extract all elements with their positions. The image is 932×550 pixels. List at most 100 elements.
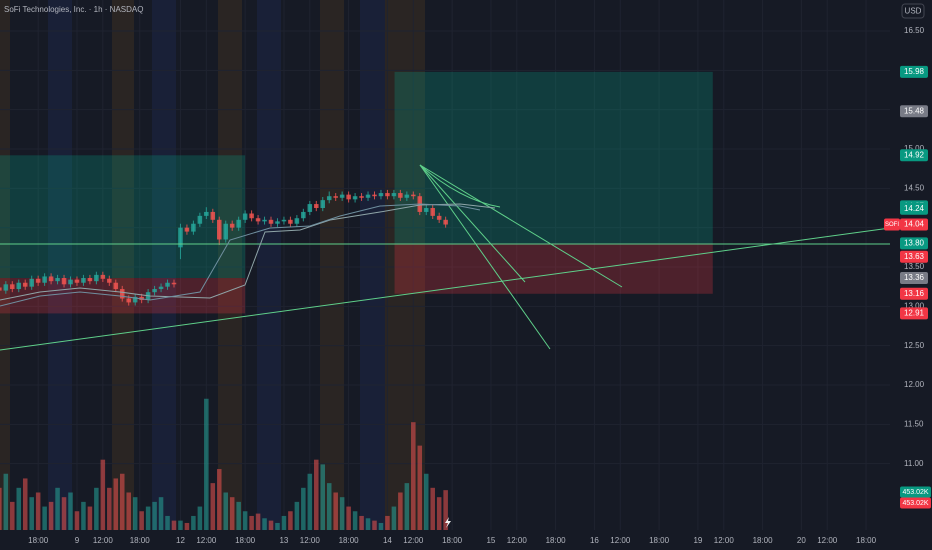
lightning-icon[interactable] — [445, 517, 451, 528]
price-tag-label: 12.91 — [904, 309, 925, 318]
x-tick-label: 9 — [75, 536, 80, 545]
candle-body — [301, 211, 306, 219]
band — [218, 0, 242, 530]
x-tick-label: 19 — [693, 536, 702, 545]
candle-body — [107, 278, 112, 283]
volume-bar — [152, 501, 157, 530]
x-tick-label: 12 — [176, 536, 185, 545]
x-tick-label: 12:00 — [300, 536, 321, 545]
candle-body — [113, 282, 119, 290]
loss-zone — [394, 243, 713, 294]
volume-bar — [242, 511, 248, 530]
candle-body — [3, 284, 9, 291]
candle-body — [165, 282, 170, 287]
candle-body — [404, 194, 410, 198]
x-tick-label: 16 — [590, 536, 599, 545]
volume-tag-label: 453.02K — [902, 489, 928, 496]
volume-bar — [10, 501, 15, 530]
candle-body — [132, 296, 138, 303]
volume-bar — [378, 522, 384, 530]
y-tick-label: 13.00 — [904, 301, 925, 310]
volume-bar — [430, 487, 435, 530]
volume-bar — [333, 492, 338, 530]
volume-bar — [294, 501, 300, 530]
volume-bar — [165, 515, 170, 530]
volume-bar — [210, 483, 216, 530]
volume-bar — [398, 492, 403, 530]
price-tag-label: 14.04 — [904, 220, 925, 229]
x-tick-label: 18:00 — [235, 536, 256, 545]
band — [0, 0, 10, 530]
x-tick-label: 18:00 — [339, 536, 360, 545]
volume-bar — [35, 492, 41, 530]
price-tag-label: 13.36 — [904, 273, 925, 282]
volume-bar — [16, 487, 22, 530]
candle-body — [35, 278, 41, 283]
volume-bar — [81, 501, 86, 530]
volume-bar — [223, 492, 228, 530]
volume-bar — [191, 515, 196, 530]
candle-body — [42, 276, 47, 283]
band — [152, 0, 176, 530]
currency-box[interactable] — [901, 3, 925, 19]
volume-bar — [236, 501, 241, 530]
fan-line — [419, 164, 501, 208]
candle-body — [365, 194, 371, 198]
candle-body — [255, 218, 261, 222]
band — [48, 0, 72, 530]
candle-body — [171, 282, 177, 285]
drawings — [0, 164, 891, 351]
volume-bar — [326, 483, 332, 530]
volume-bar — [55, 487, 60, 530]
volume-bar — [417, 445, 423, 530]
candle-body — [0, 287, 2, 291]
volume-bar — [255, 513, 261, 530]
symbol-title: SoFi Technologies, Inc. · 1h · NASDAQ — [4, 5, 143, 14]
volume-bar — [314, 459, 319, 530]
candle-body — [275, 221, 280, 224]
volume-bar — [145, 506, 151, 530]
candle-body — [204, 211, 209, 216]
candle-body — [119, 289, 125, 299]
volume-bar — [87, 506, 93, 530]
volume-bar — [249, 515, 254, 530]
candle-body — [262, 219, 267, 222]
volume-bar — [126, 492, 131, 530]
candle-body — [29, 278, 34, 287]
candle-body — [346, 194, 351, 200]
price-tag-label: 13.80 — [904, 239, 925, 248]
price-tag — [900, 250, 928, 263]
currency[interactable]: USD — [905, 7, 922, 16]
candle-body — [74, 279, 80, 283]
candle-body — [378, 193, 384, 197]
candle-body — [359, 196, 364, 198]
volume-bar — [139, 511, 144, 530]
price-tag-label: 14.92 — [904, 150, 925, 159]
price-tag — [900, 272, 928, 285]
volume-bar — [178, 520, 183, 530]
volume-bar — [119, 473, 125, 530]
candle-body — [307, 204, 313, 212]
y-tick-label: 12.00 — [904, 380, 925, 389]
volume-bar — [385, 515, 390, 530]
candle-body — [126, 298, 131, 303]
price-tag — [900, 149, 928, 162]
candle-body — [100, 274, 106, 279]
x-tick-label: 12:00 — [610, 536, 631, 545]
price-tag — [900, 287, 928, 300]
candle-body — [10, 284, 15, 290]
volume-bar — [74, 511, 80, 530]
candle-body — [22, 282, 28, 287]
volume-bar — [158, 497, 164, 530]
volume-bar — [29, 497, 34, 530]
candles — [0, 189, 448, 306]
band — [320, 0, 344, 530]
volume-bar — [262, 518, 267, 530]
price-tag — [900, 307, 928, 320]
y-tick-label: 13.50 — [904, 262, 925, 271]
volume-bar — [171, 520, 177, 530]
candle-body — [242, 213, 248, 220]
price-tag-label: 15.48 — [904, 106, 925, 115]
x-tick-label: 12:00 — [403, 536, 424, 545]
